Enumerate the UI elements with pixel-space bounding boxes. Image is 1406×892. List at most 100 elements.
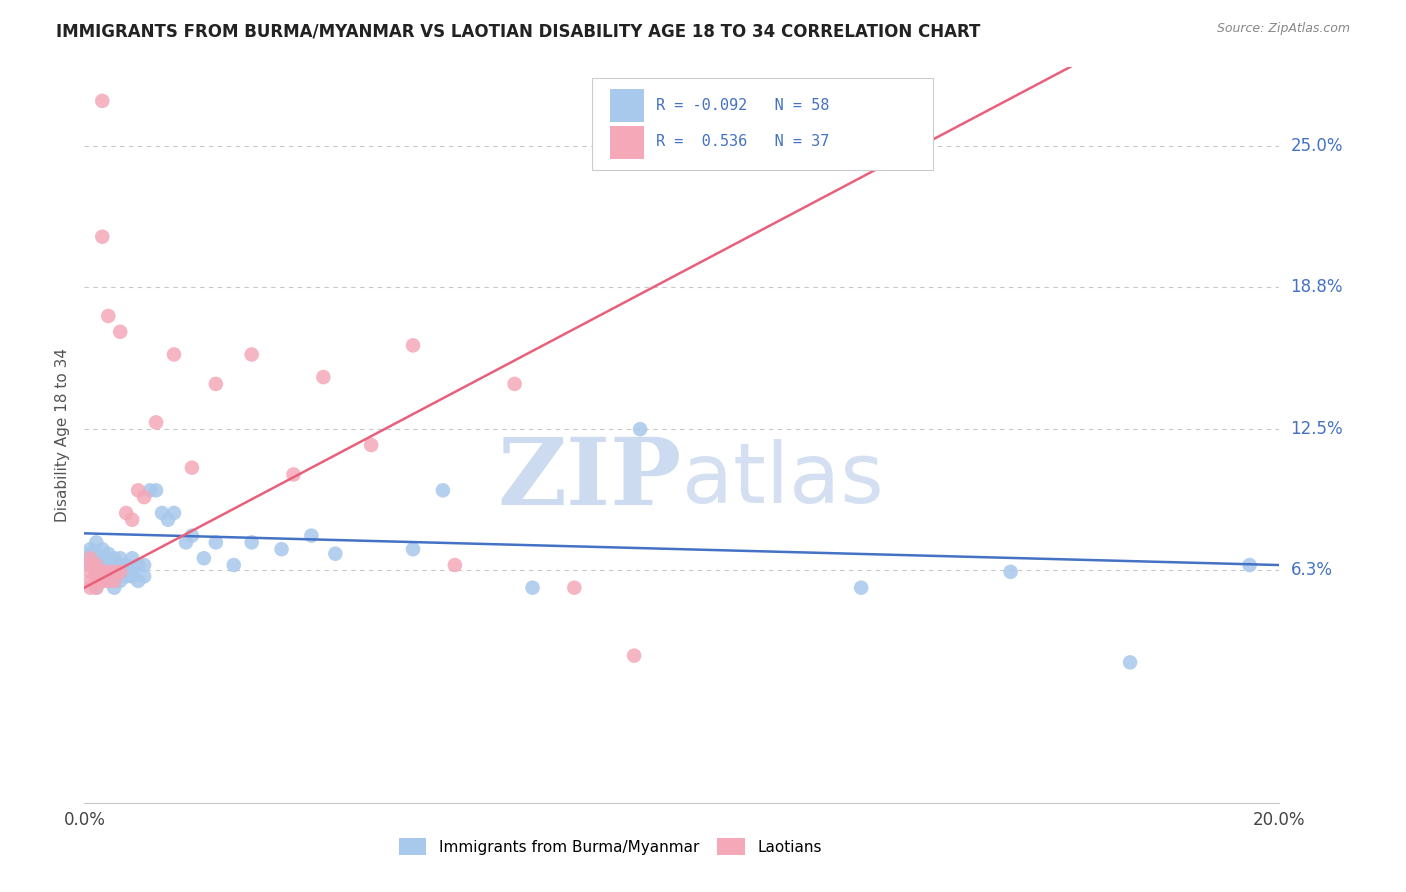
Point	[110, 565, 132, 579]
Point	[205, 535, 228, 549]
Point	[79, 558, 101, 572]
Point	[97, 547, 120, 561]
Text: 18.8%: 18.8%	[1291, 277, 1343, 295]
Point	[91, 574, 114, 588]
Point	[522, 581, 544, 595]
Point	[127, 483, 149, 498]
Point	[79, 581, 101, 595]
Point	[157, 513, 180, 527]
Point	[564, 581, 586, 595]
Point	[86, 547, 108, 561]
Point	[205, 376, 228, 391]
Point	[86, 581, 108, 595]
Point	[181, 528, 204, 542]
Point	[145, 483, 167, 498]
Point	[132, 569, 156, 583]
Point	[1119, 656, 1142, 670]
Point	[91, 565, 114, 579]
Point	[97, 565, 120, 579]
Point	[503, 376, 526, 391]
Point	[110, 558, 132, 572]
Point	[79, 565, 101, 579]
Bar	[610, 126, 644, 159]
Point	[91, 229, 114, 244]
Point	[312, 370, 335, 384]
Point	[121, 565, 143, 579]
Text: IMMIGRANTS FROM BURMA/MYANMAR VS LAOTIAN DISABILITY AGE 18 TO 34 CORRELATION CHA: IMMIGRANTS FROM BURMA/MYANMAR VS LAOTIAN…	[56, 22, 980, 40]
Point	[402, 542, 425, 557]
Point	[79, 547, 101, 561]
Point	[139, 483, 162, 498]
Point	[79, 551, 101, 566]
Point	[127, 574, 149, 588]
Point	[174, 535, 197, 549]
Point	[97, 309, 120, 323]
Text: R =  0.536   N = 37: R = 0.536 N = 37	[655, 135, 830, 150]
Point	[132, 490, 156, 504]
Point	[132, 558, 156, 572]
Point	[163, 506, 186, 520]
Point	[91, 551, 114, 566]
Point	[97, 565, 120, 579]
Point	[103, 574, 125, 588]
Point	[110, 551, 132, 566]
Text: 25.0%: 25.0%	[1291, 137, 1343, 155]
Point	[163, 347, 186, 361]
Point	[86, 581, 108, 595]
Point	[301, 528, 323, 542]
Point	[103, 581, 125, 595]
Point	[91, 565, 114, 579]
Point	[86, 558, 108, 572]
Point	[86, 565, 108, 579]
Point	[127, 558, 149, 572]
Point	[79, 542, 101, 557]
Text: R = -0.092   N = 58: R = -0.092 N = 58	[655, 97, 830, 112]
Point	[360, 438, 382, 452]
Point	[97, 574, 120, 588]
Point	[79, 558, 101, 572]
FancyBboxPatch shape	[592, 78, 934, 170]
Point	[110, 574, 132, 588]
Point	[240, 347, 263, 361]
Point	[432, 483, 454, 498]
Point	[270, 542, 292, 557]
Point	[86, 574, 108, 588]
Bar	[610, 89, 644, 122]
Point	[325, 547, 347, 561]
Legend: Immigrants from Burma/Myanmar, Laotians: Immigrants from Burma/Myanmar, Laotians	[392, 831, 828, 862]
Point	[79, 574, 101, 588]
Point	[97, 574, 120, 588]
Point	[150, 506, 173, 520]
Point	[444, 558, 467, 572]
Text: ZIP: ZIP	[498, 434, 682, 524]
Point	[103, 551, 125, 566]
Point	[110, 565, 132, 579]
Point	[283, 467, 305, 482]
Point	[402, 338, 425, 352]
Point	[240, 535, 263, 549]
Y-axis label: Disability Age 18 to 34: Disability Age 18 to 34	[55, 348, 70, 522]
Point	[115, 506, 138, 520]
Point	[91, 542, 114, 557]
Text: 6.3%: 6.3%	[1291, 560, 1333, 579]
Point	[1000, 565, 1022, 579]
Point	[91, 94, 114, 108]
Point	[851, 581, 873, 595]
Point	[110, 325, 132, 339]
Text: 12.5%: 12.5%	[1291, 420, 1343, 438]
Point	[103, 558, 125, 572]
Point	[628, 422, 651, 436]
Point	[121, 569, 143, 583]
Point	[115, 569, 138, 583]
Point	[1239, 558, 1261, 572]
Point	[623, 648, 645, 663]
Point	[86, 558, 108, 572]
Point	[91, 574, 114, 588]
Point	[79, 551, 101, 566]
Point	[115, 558, 138, 572]
Point	[145, 416, 167, 430]
Point	[103, 565, 125, 579]
Point	[181, 460, 204, 475]
Text: Source: ZipAtlas.com: Source: ZipAtlas.com	[1216, 22, 1350, 36]
Point	[121, 513, 143, 527]
